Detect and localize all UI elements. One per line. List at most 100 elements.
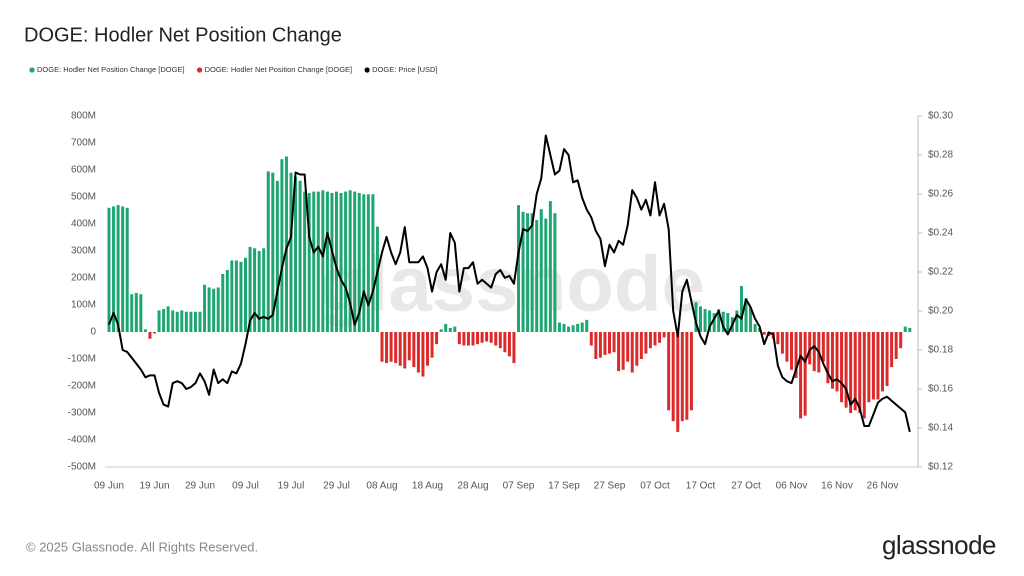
x-tick-label: 18 Aug xyxy=(412,481,443,492)
watermark: glassnode xyxy=(319,240,705,328)
bar xyxy=(735,310,739,332)
bar xyxy=(653,332,657,346)
bar xyxy=(517,205,520,332)
bar xyxy=(703,309,707,332)
bar xyxy=(184,311,188,332)
bar xyxy=(143,329,147,332)
bar xyxy=(598,332,602,358)
y2-tick-label: $0.12 xyxy=(928,462,953,473)
bar xyxy=(871,332,875,400)
bar xyxy=(539,209,543,332)
y-tick-label: 600M xyxy=(71,165,96,176)
bar xyxy=(548,201,552,332)
bar xyxy=(298,180,302,332)
bar xyxy=(821,332,825,362)
bar xyxy=(494,332,498,346)
bar xyxy=(694,302,698,332)
y2-tick-label: $0.18 xyxy=(928,345,953,356)
bar xyxy=(644,332,648,354)
bar xyxy=(776,332,780,345)
bar xyxy=(803,332,807,416)
x-tick-label: 28 Aug xyxy=(457,481,488,492)
bar xyxy=(271,172,275,332)
bar xyxy=(862,332,866,419)
bar xyxy=(780,332,784,354)
bar xyxy=(503,332,507,353)
bar xyxy=(289,172,293,332)
y2-tick-label: $0.24 xyxy=(928,228,953,239)
bar xyxy=(749,307,753,332)
bar xyxy=(840,332,844,403)
bar xyxy=(157,310,161,332)
bar xyxy=(421,332,425,377)
bar xyxy=(830,332,834,389)
bar xyxy=(375,226,379,332)
legend-swatch xyxy=(364,67,370,73)
bar xyxy=(881,332,884,392)
bar xyxy=(407,332,411,361)
bar xyxy=(385,332,389,364)
bar xyxy=(398,332,402,366)
bar xyxy=(699,306,702,332)
bar xyxy=(426,332,429,366)
bar xyxy=(639,332,643,359)
y-tick-label: -400M xyxy=(68,435,96,446)
bar xyxy=(412,332,416,368)
bar xyxy=(580,322,584,332)
bar xyxy=(366,194,370,332)
bar xyxy=(480,332,484,343)
bar xyxy=(835,332,839,392)
bar xyxy=(576,323,580,332)
bar xyxy=(826,332,830,384)
bar xyxy=(739,286,743,332)
bar xyxy=(635,332,639,366)
x-tick-label: 17 Sep xyxy=(548,481,580,492)
bar xyxy=(394,332,398,364)
bar xyxy=(530,213,534,332)
bar xyxy=(112,206,116,332)
bar xyxy=(353,191,357,332)
bar xyxy=(257,251,261,332)
bar xyxy=(462,332,466,346)
bar xyxy=(626,332,630,362)
bar xyxy=(849,332,853,413)
bar xyxy=(121,206,125,332)
y-tick-label: 100M xyxy=(71,300,96,311)
x-tick-label: 06 Nov xyxy=(776,481,808,492)
bar xyxy=(330,192,334,332)
bar xyxy=(544,218,548,332)
bar xyxy=(225,269,229,332)
bar xyxy=(648,332,652,349)
bar xyxy=(658,332,662,343)
bar xyxy=(594,332,598,359)
bar xyxy=(266,171,270,332)
bar xyxy=(321,190,325,332)
bar xyxy=(471,332,475,346)
bar xyxy=(589,332,593,346)
bar xyxy=(212,288,216,332)
bar xyxy=(571,325,575,332)
bar xyxy=(148,332,152,339)
bar xyxy=(348,190,352,332)
bar xyxy=(198,311,202,332)
y2-tick-label: $0.28 xyxy=(928,150,953,161)
bar xyxy=(799,332,803,419)
bar xyxy=(389,332,393,362)
x-tick-label: 16 Nov xyxy=(821,481,853,492)
legend-swatch xyxy=(196,67,203,73)
plot-area xyxy=(107,134,912,433)
y2-tick-label: $0.20 xyxy=(928,306,953,317)
bar xyxy=(721,311,725,332)
y-tick-label: 700M xyxy=(71,138,96,149)
bar xyxy=(794,332,798,378)
bar xyxy=(284,156,288,332)
bar xyxy=(125,207,129,332)
bar xyxy=(294,176,298,332)
bar xyxy=(339,192,343,332)
bar xyxy=(526,213,530,332)
bar xyxy=(253,248,257,332)
x-tick-label: 09 Jul xyxy=(232,481,259,492)
bar xyxy=(617,332,621,372)
